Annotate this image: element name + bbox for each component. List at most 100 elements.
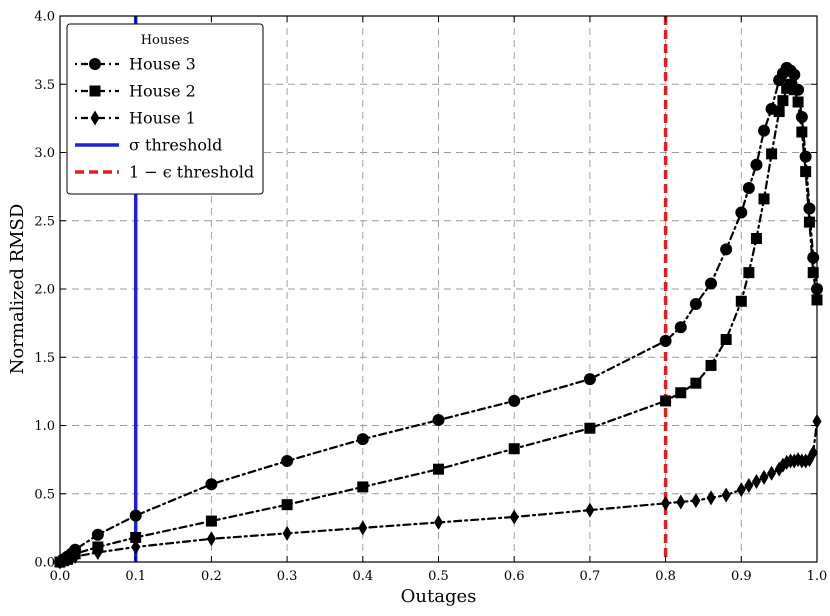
x-tick-label: 0.5 <box>428 569 449 584</box>
series-layer <box>54 61 823 570</box>
circle-marker-icon <box>89 58 101 70</box>
data-point <box>584 422 596 434</box>
data-point <box>281 454 294 467</box>
x-tick-label: 0.2 <box>201 569 222 584</box>
data-point <box>91 528 104 541</box>
y-tick-label: 1.5 <box>34 351 55 366</box>
x-axis-title: Outages <box>401 586 477 607</box>
data-point <box>742 181 755 194</box>
x-tick-label: 0.6 <box>504 569 525 584</box>
y-tick-label: 4.0 <box>34 10 55 25</box>
legend-title: Houses <box>141 33 190 48</box>
x-tick-label: 0.4 <box>352 569 373 584</box>
data-point <box>659 334 672 347</box>
data-point <box>130 531 142 543</box>
data-point <box>777 95 789 107</box>
data-point <box>807 251 820 264</box>
data-point <box>674 321 687 334</box>
legend-entry: House 1 <box>75 109 196 128</box>
data-point <box>773 106 785 118</box>
data-point <box>131 539 141 555</box>
data-point <box>583 373 596 386</box>
data-point <box>735 206 748 219</box>
y-tick-label: 0.5 <box>34 487 55 502</box>
legend-entry: 1 − ϵ threshold <box>75 163 254 182</box>
data-point <box>93 544 103 560</box>
legend-label: 1 − ϵ threshold <box>129 163 254 182</box>
data-point <box>206 531 216 547</box>
data-point <box>690 377 702 389</box>
data-point <box>799 150 812 163</box>
data-point <box>432 414 445 427</box>
x-tick-label: 0.3 <box>277 569 298 584</box>
data-point <box>743 267 755 279</box>
series-circle <box>54 61 823 568</box>
data-point <box>803 216 815 228</box>
data-point <box>803 202 816 215</box>
data-point <box>205 478 218 491</box>
data-point <box>434 514 443 530</box>
data-point <box>282 525 292 541</box>
data-point <box>585 502 595 518</box>
x-tick-label: 0.0 <box>50 569 71 584</box>
x-tick-label: 0.1 <box>125 569 146 584</box>
legend-entry: House 2 <box>75 82 196 101</box>
data-point <box>661 495 671 511</box>
data-point <box>758 193 770 205</box>
data-point <box>767 465 777 481</box>
data-point <box>356 433 369 446</box>
data-point <box>720 243 733 256</box>
x-tick-label: 1.0 <box>807 569 828 584</box>
data-point <box>433 463 444 475</box>
data-point <box>750 158 763 171</box>
y-tick-label: 2.0 <box>34 283 55 298</box>
data-point <box>205 515 217 527</box>
data-point <box>675 387 687 399</box>
data-point <box>720 334 732 346</box>
series-line <box>58 82 819 564</box>
legend-label: House 2 <box>129 82 196 101</box>
data-point <box>508 394 521 407</box>
x-tick-label: 0.8 <box>655 569 676 584</box>
data-point <box>736 482 746 498</box>
data-point <box>788 68 801 81</box>
legend-entry: House 3 <box>75 55 196 74</box>
y-tick-label: 0.0 <box>34 556 55 571</box>
legend-label: House 3 <box>129 55 196 74</box>
y-tick-label: 3.0 <box>34 146 55 161</box>
data-point <box>689 298 702 311</box>
square-marker-icon <box>89 85 101 97</box>
data-point <box>796 126 808 138</box>
data-point <box>509 509 519 525</box>
data-point <box>744 478 754 494</box>
data-point <box>721 487 731 503</box>
series-line <box>58 66 819 564</box>
data-point <box>750 232 762 244</box>
data-point <box>759 469 769 485</box>
data-point <box>792 96 804 108</box>
diamond-marker-icon <box>90 110 100 126</box>
data-point <box>735 295 747 307</box>
data-point <box>807 267 819 279</box>
data-point <box>800 166 812 178</box>
legend: Houses House 3 House 2 House 1 σ threshold 1… <box>66 23 264 195</box>
y-axis-title: Normalized RMSD <box>7 204 28 375</box>
y-tick-label: 3.5 <box>34 78 55 93</box>
data-point <box>795 111 808 124</box>
x-tick-label: 0.9 <box>731 569 752 584</box>
axis-ticks: 0.0 0.1 0.2 0.3 0.4 0.5 0.6 0.7 0.8 0.9 1.0 0.0 0.5 1… <box>34 10 827 585</box>
y-tick-label: 2.5 <box>34 214 55 229</box>
data-point <box>705 359 717 371</box>
data-point <box>705 277 718 290</box>
data-point <box>508 443 520 455</box>
data-point <box>70 549 80 565</box>
data-point <box>676 494 686 510</box>
data-point <box>751 473 761 489</box>
data-point <box>358 520 368 536</box>
data-point <box>766 148 778 160</box>
data-point <box>788 84 800 96</box>
data-point <box>660 395 672 407</box>
legend-entry: σ threshold <box>75 136 222 155</box>
legend-label: House 1 <box>129 109 196 128</box>
